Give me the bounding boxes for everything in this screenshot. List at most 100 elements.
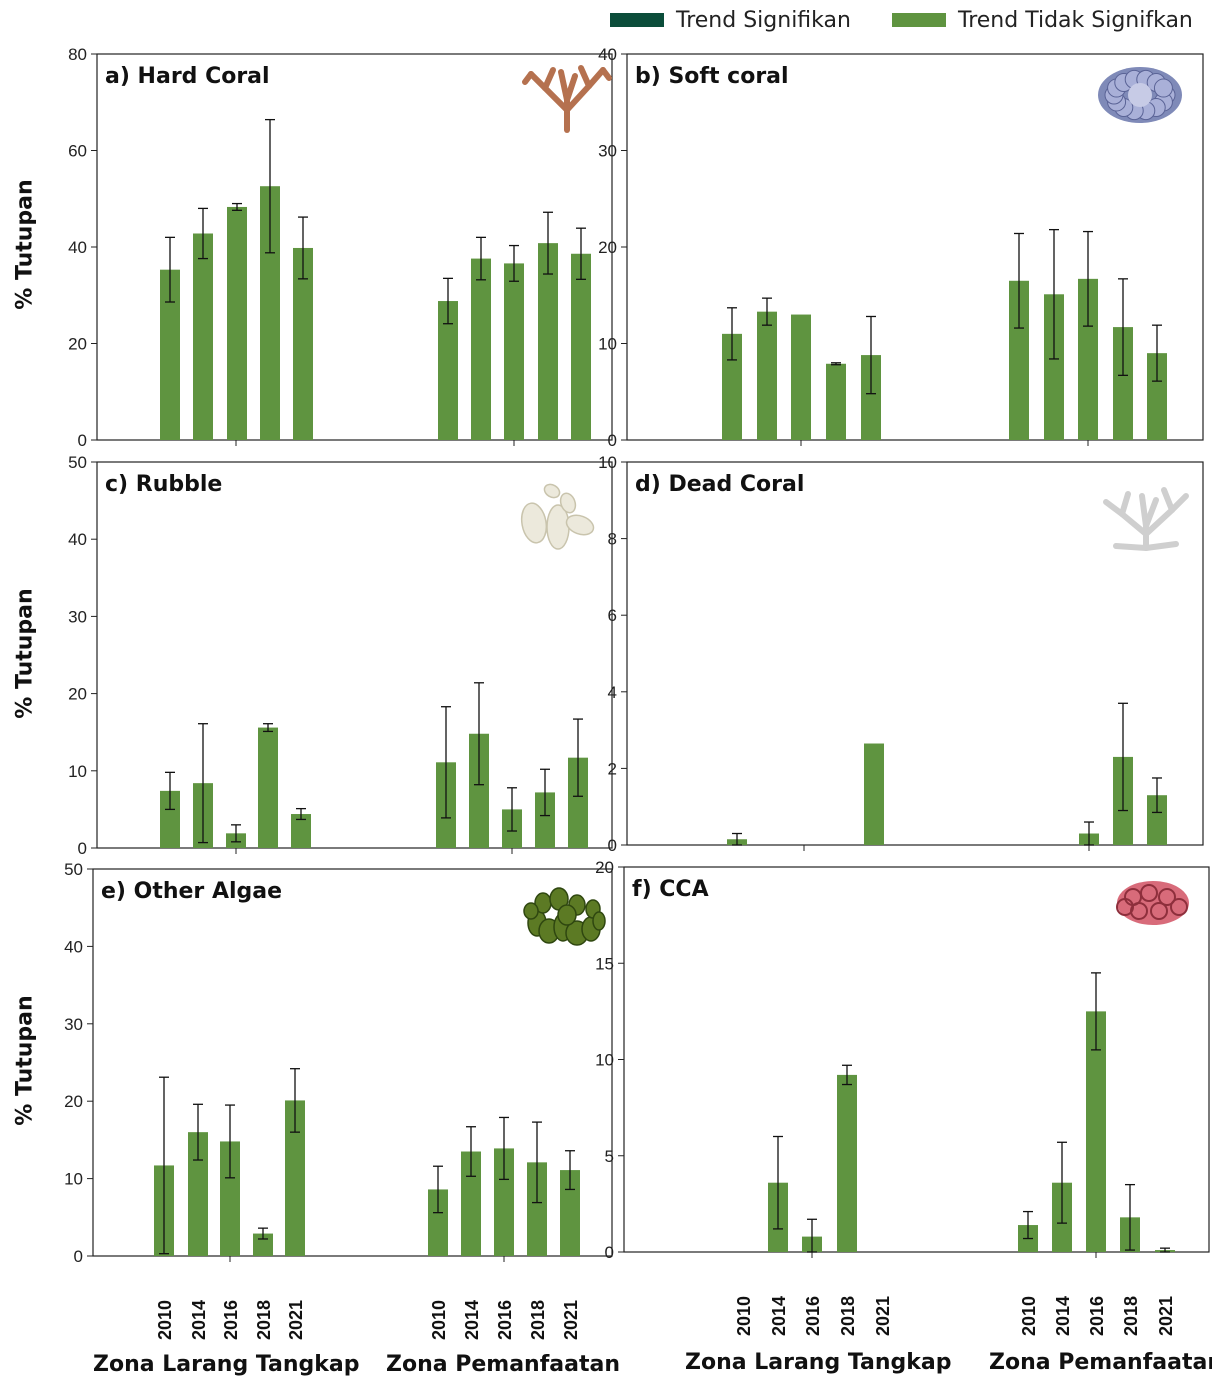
x-tick-label-year: 2014 <box>189 1300 209 1340</box>
x-tick-label-year: 2021 <box>873 1296 893 1336</box>
panel-title-soft-coral: b) Soft coral <box>635 64 789 89</box>
bar-soft-coral-pemanfaatan-2014 <box>1044 294 1064 440</box>
cca-ridge <box>1116 898 1134 916</box>
bar-hard-coral-larang-2018 <box>260 186 280 440</box>
y-tick-label-cca: 15 <box>595 954 614 973</box>
y-tick-label-dead-coral: 4 <box>608 683 617 702</box>
bar-hard-coral-larang-2016 <box>227 206 247 440</box>
hard-coral-branch <box>542 85 570 113</box>
y-tick-label-rubble: 30 <box>68 607 87 626</box>
bar-cca-larang-2018 <box>837 1074 857 1252</box>
algae-blob <box>523 902 539 920</box>
hard-coral-branch <box>586 67 606 89</box>
soft-coral-polyp <box>1128 83 1152 107</box>
bar-hard-coral-larang-2010 <box>160 269 180 440</box>
x-tick-label-year: 2010 <box>429 1300 449 1340</box>
y-tick-label-dead-coral: 10 <box>598 453 617 472</box>
y-tick-label-hard-coral: 20 <box>68 335 87 354</box>
y-tick-label-other-algae: 30 <box>64 1015 83 1034</box>
bar-soft-coral-pemanfaatan-2021 <box>1147 353 1167 440</box>
y-tick-label-soft-coral: 30 <box>598 142 617 161</box>
algae-blob <box>592 911 606 931</box>
cca-ridge <box>1170 898 1188 916</box>
y-tick-label-cca: 5 <box>605 1147 614 1166</box>
plot-frame-rubble <box>96 461 613 849</box>
y-axis-label-row-1: % Tutupan <box>12 179 38 310</box>
y-tick-label-rubble: 40 <box>68 530 87 549</box>
algae-blob <box>557 904 577 926</box>
bar-soft-coral-larang-2021 <box>861 355 881 440</box>
bar-other-algae-pemanfaatan-2010 <box>428 1189 448 1256</box>
bar-soft-coral-larang-2014 <box>757 311 777 440</box>
hard-coral-branch <box>522 71 534 85</box>
legend-label-significant: Trend Signifikan <box>676 7 851 33</box>
panel-title-rubble: c) Rubble <box>105 472 222 497</box>
cca-icon <box>1116 881 1189 925</box>
bar-soft-coral-larang-2018 <box>826 363 846 440</box>
hard-coral-branch <box>564 83 592 113</box>
y-tick-label-soft-coral: 40 <box>598 45 617 64</box>
x-tick-label-year: 2010 <box>734 1296 754 1336</box>
x-tick-label-year: 2014 <box>769 1296 789 1336</box>
y-tick-label-soft-coral: 10 <box>598 335 617 354</box>
cca-ridge <box>1150 902 1168 920</box>
bar-rubble-pemanfaatan-2018 <box>535 792 555 848</box>
soft-coral-icon <box>1098 67 1182 123</box>
dead-coral-branch <box>1161 487 1175 513</box>
x-tick-label-year: 2010 <box>155 1300 175 1340</box>
y-axis-label-row-2: % Tutupan <box>12 588 38 719</box>
rubble-stone <box>520 502 548 544</box>
x-tick-label-year: 2018 <box>1121 1296 1141 1336</box>
bar-other-algae-larang-2014 <box>188 1132 208 1256</box>
soft-coral-polyp <box>1153 78 1173 98</box>
dead-coral-branch <box>1113 543 1149 551</box>
bar-soft-coral-pemanfaatan-2018 <box>1113 327 1133 440</box>
rubble-icon <box>520 483 595 550</box>
y-tick-label-hard-coral: 60 <box>68 142 87 161</box>
bar-hard-coral-larang-2021 <box>293 247 313 440</box>
y-tick-label-other-algae: 50 <box>64 860 83 879</box>
panel-cca: 0 5 10 15 20 f) CCA <box>595 858 1210 1262</box>
dead-coral-branch <box>1143 497 1159 529</box>
legend-significant: Trend Signifikan <box>610 6 851 34</box>
y-tick-label-other-algae: 10 <box>64 1170 83 1189</box>
bar-other-algae-larang-2016 <box>220 1141 240 1256</box>
cca-body <box>1117 881 1189 925</box>
y-tick-label-other-algae: 40 <box>64 937 83 956</box>
y-tick-label-soft-coral: 0 <box>608 431 617 450</box>
y-tick-label-rubble: 50 <box>68 453 87 472</box>
hard-coral-branch <box>600 67 612 81</box>
bar-soft-coral-larang-2016 <box>791 314 811 440</box>
hard-coral-branch <box>564 73 578 103</box>
dead-coral-branch <box>1169 493 1189 513</box>
bar-other-algae-pemanfaatan-2014 <box>461 1151 481 1256</box>
bar-hard-coral-pemanfaatan-2018 <box>538 243 558 440</box>
bar-hard-coral-pemanfaatan-2016 <box>504 263 524 440</box>
x-tick-label-year: 2018 <box>838 1296 858 1336</box>
panel-title-hard-coral: a) Hard Coral <box>105 64 270 89</box>
y-tick-label-hard-coral: 0 <box>78 431 87 450</box>
bar-dead-coral-pemanfaatan-2021 <box>1147 795 1167 845</box>
x-tick-label-year: 2018 <box>528 1300 548 1340</box>
y-tick-label-hard-coral: 40 <box>68 238 87 257</box>
y-tick-label-cca: 0 <box>605 1243 614 1262</box>
x-tick-label-year: 2016 <box>495 1300 515 1340</box>
y-tick-label-rubble: 0 <box>78 839 87 858</box>
bar-rubble-pemanfaatan-2021 <box>568 757 588 848</box>
x-tick-label-year: 2021 <box>1156 1296 1176 1336</box>
y-tick-label-dead-coral: 2 <box>608 759 617 778</box>
y-axis-label-row-3: % Tutupan <box>12 995 38 1126</box>
cca-ridge <box>1140 884 1158 902</box>
x-tick-label-year: 2021 <box>286 1300 306 1340</box>
y-tick-label-soft-coral: 20 <box>598 238 617 257</box>
y-tick-label-dead-coral: 8 <box>608 530 617 549</box>
y-tick-label-rubble: 10 <box>68 762 87 781</box>
y-tick-label-other-algae: 0 <box>74 1247 83 1266</box>
hard-coral-branch <box>528 71 548 91</box>
rubble-stone <box>565 514 595 536</box>
dead-coral-branch <box>1143 507 1175 537</box>
legend-swatch-significant <box>610 13 664 27</box>
panel-hard-coral: 0 20 40 60 80 a) Hard Coral <box>68 45 613 450</box>
legend-swatch-not-significant <box>892 13 946 27</box>
